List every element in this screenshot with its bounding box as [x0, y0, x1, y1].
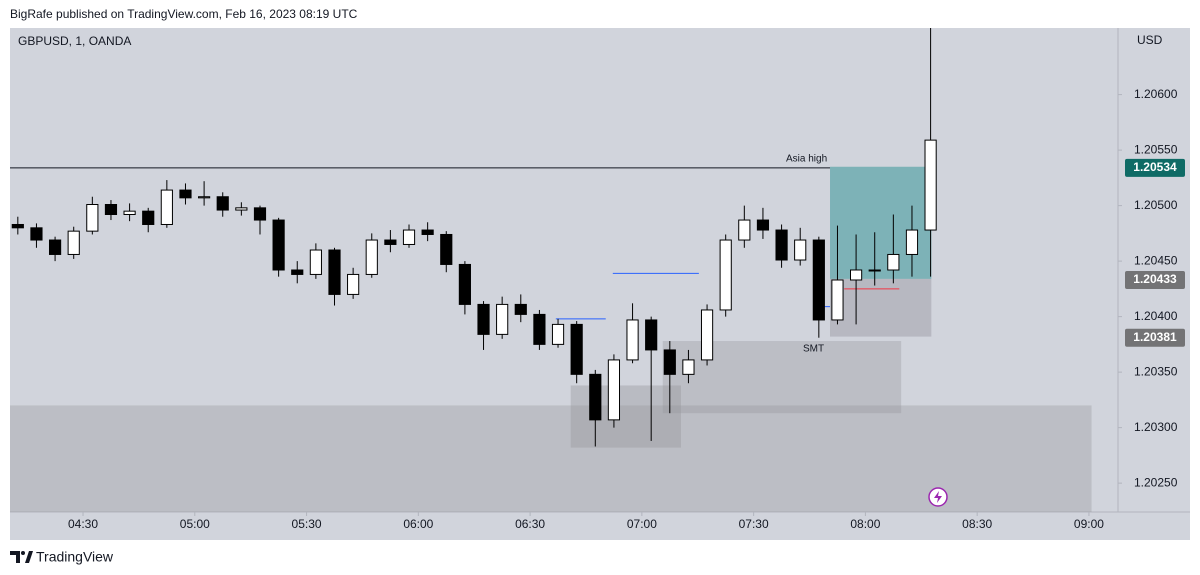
y-tick-label: 1.20550 — [1134, 142, 1178, 156]
candle-body — [719, 239, 732, 311]
candle-body — [700, 309, 714, 361]
candle-body — [477, 303, 490, 335]
y-tick-label: 1.20350 — [1134, 364, 1178, 378]
candle-body — [812, 239, 825, 321]
annotation: Asia high — [786, 154, 827, 165]
candle-body — [272, 219, 285, 271]
price-label: 1.20433 — [1133, 272, 1177, 286]
candle-body — [458, 263, 471, 305]
candle-body — [868, 269, 881, 272]
price-label: 1.20534 — [1133, 160, 1177, 174]
y-tick-label: 1.20450 — [1134, 253, 1178, 267]
candle-body — [551, 323, 565, 345]
chart-pane — [10, 28, 1190, 540]
candle-body — [756, 219, 770, 231]
y-tick-label: 1.20400 — [1134, 309, 1178, 323]
candle-body — [235, 207, 248, 211]
candle-body — [496, 303, 509, 335]
candle-body — [850, 269, 863, 281]
candle-body — [67, 230, 80, 255]
candle-body — [626, 319, 639, 361]
y-tick-label: 1.20500 — [1134, 198, 1178, 212]
candle-body — [328, 249, 341, 295]
tv-brand: TradingView — [36, 549, 114, 565]
candle-body — [30, 227, 43, 241]
x-tick-label: 07:30 — [739, 517, 769, 531]
candle-body — [589, 373, 602, 421]
y-tick-label: 1.20600 — [1134, 87, 1178, 101]
candle-body — [663, 349, 676, 375]
y-tick-label: 1.20250 — [1134, 475, 1178, 489]
x-tick-label: 05:30 — [292, 517, 322, 531]
annotation: SMT — [803, 344, 824, 355]
candle-body — [160, 189, 173, 225]
candle-body — [570, 323, 583, 375]
price-label-bg — [1125, 328, 1185, 347]
candle-body — [533, 313, 546, 345]
price-zone — [570, 385, 681, 448]
candle-body — [905, 229, 919, 255]
x-tick-label: 08:00 — [850, 517, 880, 531]
candle-body — [365, 239, 378, 275]
candle-body — [924, 139, 937, 231]
candle-body — [831, 279, 844, 321]
candle-body — [11, 223, 24, 229]
candle-body — [402, 229, 416, 245]
candle-body — [48, 239, 62, 255]
price-zone — [830, 278, 932, 337]
candle-body — [794, 239, 807, 261]
candle-body — [645, 319, 658, 351]
price-label: 1.20381 — [1133, 330, 1177, 344]
candle-body — [775, 229, 788, 261]
candle-body — [123, 210, 136, 215]
x-tick-label: 06:00 — [403, 517, 433, 531]
x-tick-label: 06:30 — [515, 517, 545, 531]
price-label-bg — [1125, 270, 1185, 289]
y-tick-label: 1.20300 — [1134, 420, 1178, 434]
candle-body — [887, 253, 900, 271]
x-tick-label: 07:00 — [627, 517, 657, 531]
lightning-icon — [928, 487, 948, 507]
candle-body — [682, 359, 695, 375]
candle-body — [104, 204, 118, 215]
candle-body — [142, 210, 155, 225]
candle-body — [86, 204, 99, 232]
currency-label: USD — [1137, 33, 1163, 47]
symbol-label: GBPUSD, 1, OANDA — [18, 34, 131, 48]
x-tick-label: 05:00 — [180, 517, 210, 531]
candle-body — [216, 196, 229, 211]
x-tick-label: 04:30 — [68, 517, 98, 531]
candle-body — [440, 233, 453, 265]
tv-logo — [10, 551, 33, 563]
candle-body — [309, 249, 322, 275]
candle-body — [514, 303, 527, 315]
candle-body — [347, 273, 360, 295]
candle-body — [738, 219, 751, 241]
x-tick-label: 09:00 — [1074, 517, 1104, 531]
publish-note: BigRafe published on TradingView.com, Fe… — [10, 7, 358, 21]
candle-body — [253, 207, 267, 221]
price-zone — [10, 405, 1092, 512]
x-tick-label: 08:30 — [962, 517, 992, 531]
candle-body — [198, 196, 211, 199]
candle-body — [291, 269, 304, 275]
candle-body — [179, 189, 192, 199]
price-zone — [830, 166, 932, 279]
candle-body — [384, 239, 397, 245]
price-label-bg — [1125, 158, 1185, 177]
candle-body — [607, 359, 621, 421]
price-zone — [662, 341, 902, 414]
plot — [10, 28, 1092, 512]
candle-body — [421, 229, 434, 235]
